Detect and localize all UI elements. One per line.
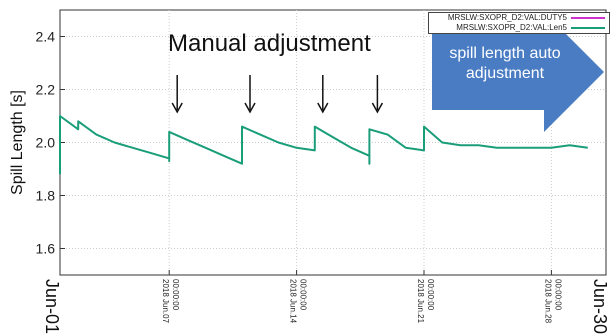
manual-adjustment-arrowhead [171,102,183,114]
y-axis-label: Spill Length [s] [9,90,26,195]
manual-adjustment-arrowhead [317,102,329,114]
legend-swatch-duty [571,17,605,19]
x-tick-label: 2018 Jun.07 [161,279,170,324]
x-tick-label: 2018 Jun.28 [543,279,552,324]
legend-label-duty: MRSLW:SXOPR_D2:VAL:DUTY5 [447,13,567,22]
y-tick-label: 2.0 [36,135,56,151]
manual-adjustment-label: Manual adjustment [168,30,371,57]
x-tick-label: 00:00:00 [426,279,435,311]
legend-swatch-len [571,27,605,29]
x-tick-label: 00:00:00 [171,279,180,311]
y-tick-label: 1.8 [36,188,56,204]
x-tick-label: 2018 Jun.14 [289,279,298,324]
x-tick-label: 00:00:00 [553,279,562,311]
y-tick-label: 2.4 [36,29,56,45]
auto-adjustment-label: spill length auto adjustment [449,45,561,82]
manual-adjustment-arrowhead [371,102,384,114]
legend-label-len: MRSLW:SXOPR_D2:VAL:Len5 [456,23,567,32]
legend: MRSLW:SXOPR_D2:VAL:DUTY5 MRSLW:SXOPR_D2:… [428,12,610,34]
x-edge-label-end: Jun-30 [590,279,610,334]
legend-entry-len: MRSLW:SXOPR_D2:VAL:Len5 [429,23,609,33]
y-tick-label: 1.6 [36,241,56,257]
auto-adjustment-arrow-icon [432,12,604,132]
legend-entry-duty: MRSLW:SXOPR_D2:VAL:DUTY5 [429,13,609,23]
x-edge-label-start: Jun-01 [42,279,62,334]
manual-adjustment-arrowhead [244,102,256,114]
x-tick-label: 2018 Jun.21 [416,279,425,324]
y-tick-label: 2.2 [36,82,56,98]
series-line-len5 [59,115,588,175]
x-tick-label: 00:00:00 [299,279,308,311]
